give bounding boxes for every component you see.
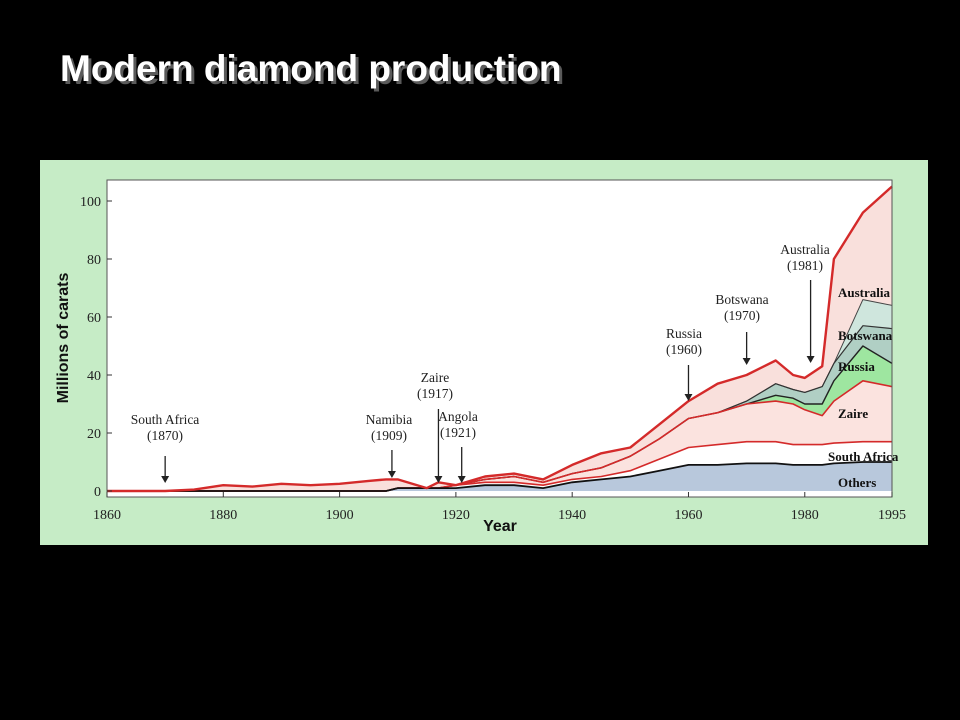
- y-tick-label: 0: [94, 485, 101, 500]
- diamond-production-chart: 0 20 40 60 80 100 1860 1880 1900 1920 1940 1960 1980…: [55, 179, 906, 535]
- others-boundary-line: [107, 461, 892, 492]
- slide-title: Modern diamond production: [60, 48, 562, 89]
- annotation-arrow-head: [684, 394, 693, 401]
- x-tick-label: 1860: [93, 508, 121, 523]
- annotation-label: (1960): [666, 342, 702, 357]
- area-label: Others: [838, 475, 876, 490]
- annotation-arrow-head: [742, 358, 751, 365]
- plot-frame: [106, 179, 893, 498]
- annotation-label: Australia: [780, 242, 830, 257]
- total-production-line: [107, 185, 893, 493]
- x-tick-label: 1960: [674, 508, 702, 523]
- y-tick-label: 40: [87, 369, 101, 384]
- x-tick-label: 1880: [209, 508, 237, 523]
- annotation-label: South Africa: [131, 412, 200, 427]
- annotation-label: (1981): [787, 258, 823, 273]
- annotation-label: Russia: [666, 326, 702, 341]
- y-tick-label: 60: [87, 311, 101, 326]
- x-tick-label: 1995: [878, 508, 906, 523]
- australia-area: [107, 186, 892, 491]
- annotation-arrow-head: [806, 356, 815, 363]
- area-label: Botswana: [838, 328, 893, 343]
- x-axis-title: Year: [483, 518, 517, 535]
- area-label: Russia: [838, 359, 875, 374]
- area-label: Australia: [838, 285, 891, 300]
- annotation-arrow-head: [457, 476, 466, 483]
- chart-figure: 0 20 40 60 80 100 1860 1880 1900 1920 1940 1960 1980…: [40, 160, 928, 545]
- y-axis-title: Millions of carats: [55, 273, 72, 404]
- y-tick-label: 80: [87, 253, 101, 268]
- annotation-label: (1870): [147, 428, 183, 443]
- annotation-label: Zaire: [421, 370, 449, 385]
- y-tick-label: 20: [87, 427, 101, 442]
- x-tick-label: 1980: [791, 508, 819, 523]
- annotation-label: (1909): [371, 428, 407, 443]
- x-tick-label: 1900: [326, 508, 354, 523]
- annotation-label: (1970): [724, 308, 760, 323]
- south-africa-lower-area: [107, 441, 892, 491]
- x-tick-label: 1920: [442, 508, 470, 523]
- x-tick-label: 1940: [558, 508, 586, 523]
- annotation-arrow-head: [387, 471, 396, 478]
- annotation-label: Namibia: [366, 412, 413, 427]
- annotation-label: (1921): [440, 425, 476, 440]
- annotation-label: Angola: [438, 409, 478, 424]
- annotation-arrow-head: [434, 476, 443, 483]
- y-tick-label: 100: [80, 195, 101, 210]
- south-africa-area: [107, 380, 892, 491]
- others-area: [107, 462, 892, 491]
- annotation-arrow-head: [161, 476, 170, 483]
- annotation-label: (1917): [417, 386, 453, 401]
- area-label: Zaire: [838, 406, 868, 421]
- annotation-label: Botswana: [715, 292, 768, 307]
- area-label: South Africa: [828, 449, 899, 464]
